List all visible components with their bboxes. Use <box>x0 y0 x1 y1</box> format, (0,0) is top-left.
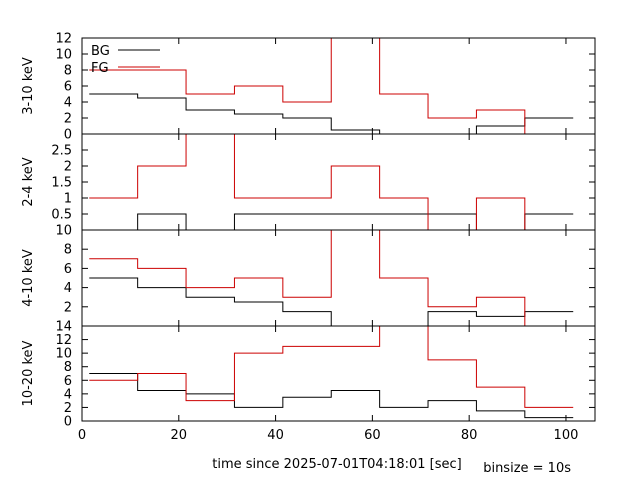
x-tick-label: 40 <box>267 428 284 443</box>
series-bg-line <box>89 213 574 230</box>
y-tick-label: 4 <box>64 281 72 296</box>
series-fg-line <box>89 38 574 134</box>
y-tick-label: 10 <box>55 48 72 63</box>
y-tick-label: 14 <box>55 320 72 335</box>
panel-frame <box>81 133 596 231</box>
y-tick-label: 2 <box>64 160 72 175</box>
panel-frame <box>81 229 596 327</box>
y-tick-label: 2.5 <box>51 144 72 159</box>
y-tick-label: 4 <box>64 96 72 111</box>
x-tick-label: 0 <box>78 428 86 443</box>
y-tick-label: 1.5 <box>51 176 72 191</box>
y-tick-label: 2 <box>64 300 72 315</box>
legend-label-fg: FG <box>91 61 109 76</box>
legend: BG FG <box>91 44 160 76</box>
y-tick-label: 0 <box>64 128 72 143</box>
y-tick-label: 8 <box>64 243 72 258</box>
panel-2: 0.511.522.5 2-4 keV <box>21 133 596 231</box>
x-tick-label: 100 <box>554 428 579 443</box>
y-tick-label: 6 <box>64 374 72 389</box>
y-tick-label: 6 <box>64 80 72 95</box>
y-tick-label: 2 <box>64 112 72 127</box>
y-axis-label: 3-10 keV <box>21 57 36 115</box>
series-bg-line <box>89 373 574 419</box>
series-fg-line <box>89 326 574 408</box>
x-axis-label: time since 2025-07-01T04:18:01 [sec] <box>212 457 461 472</box>
y-tick-label: 1 <box>64 192 72 207</box>
y-tick-label: 6 <box>64 262 72 277</box>
y-tick-label: 10 <box>55 224 72 239</box>
y-axis-label: 10-20 keV <box>21 340 36 406</box>
y-axis-label: 4-10 keV <box>21 249 36 307</box>
y-tick-label: 8 <box>64 360 72 375</box>
panel-frame <box>81 325 596 422</box>
series-bg-line <box>89 93 574 134</box>
y-tick-label: 0.5 <box>51 208 72 223</box>
x-tick-label: 60 <box>364 428 381 443</box>
y-tick-label: 8 <box>64 64 72 79</box>
legend-label-bg: BG <box>91 44 110 59</box>
y-tick-label: 4 <box>64 387 72 402</box>
panel-3: 2 4 6 8 10 4-10 keV <box>21 224 596 327</box>
x-tick-label: 80 <box>461 428 478 443</box>
y-tick-label: 12 <box>55 333 72 348</box>
y-tick-label: 2 <box>64 401 72 416</box>
binsize-annotation: binsize = 10s <box>483 461 571 476</box>
y-tick-label: 0 <box>64 415 72 430</box>
x-tick-label: 20 <box>171 428 188 443</box>
y-axis-label: 2-4 keV <box>21 157 36 206</box>
series-fg-line <box>89 230 574 326</box>
y-tick-label: 12 <box>55 32 72 47</box>
series-fg-line <box>89 134 574 230</box>
panel-frame <box>81 37 596 135</box>
y-tick-label: 10 <box>55 347 72 362</box>
